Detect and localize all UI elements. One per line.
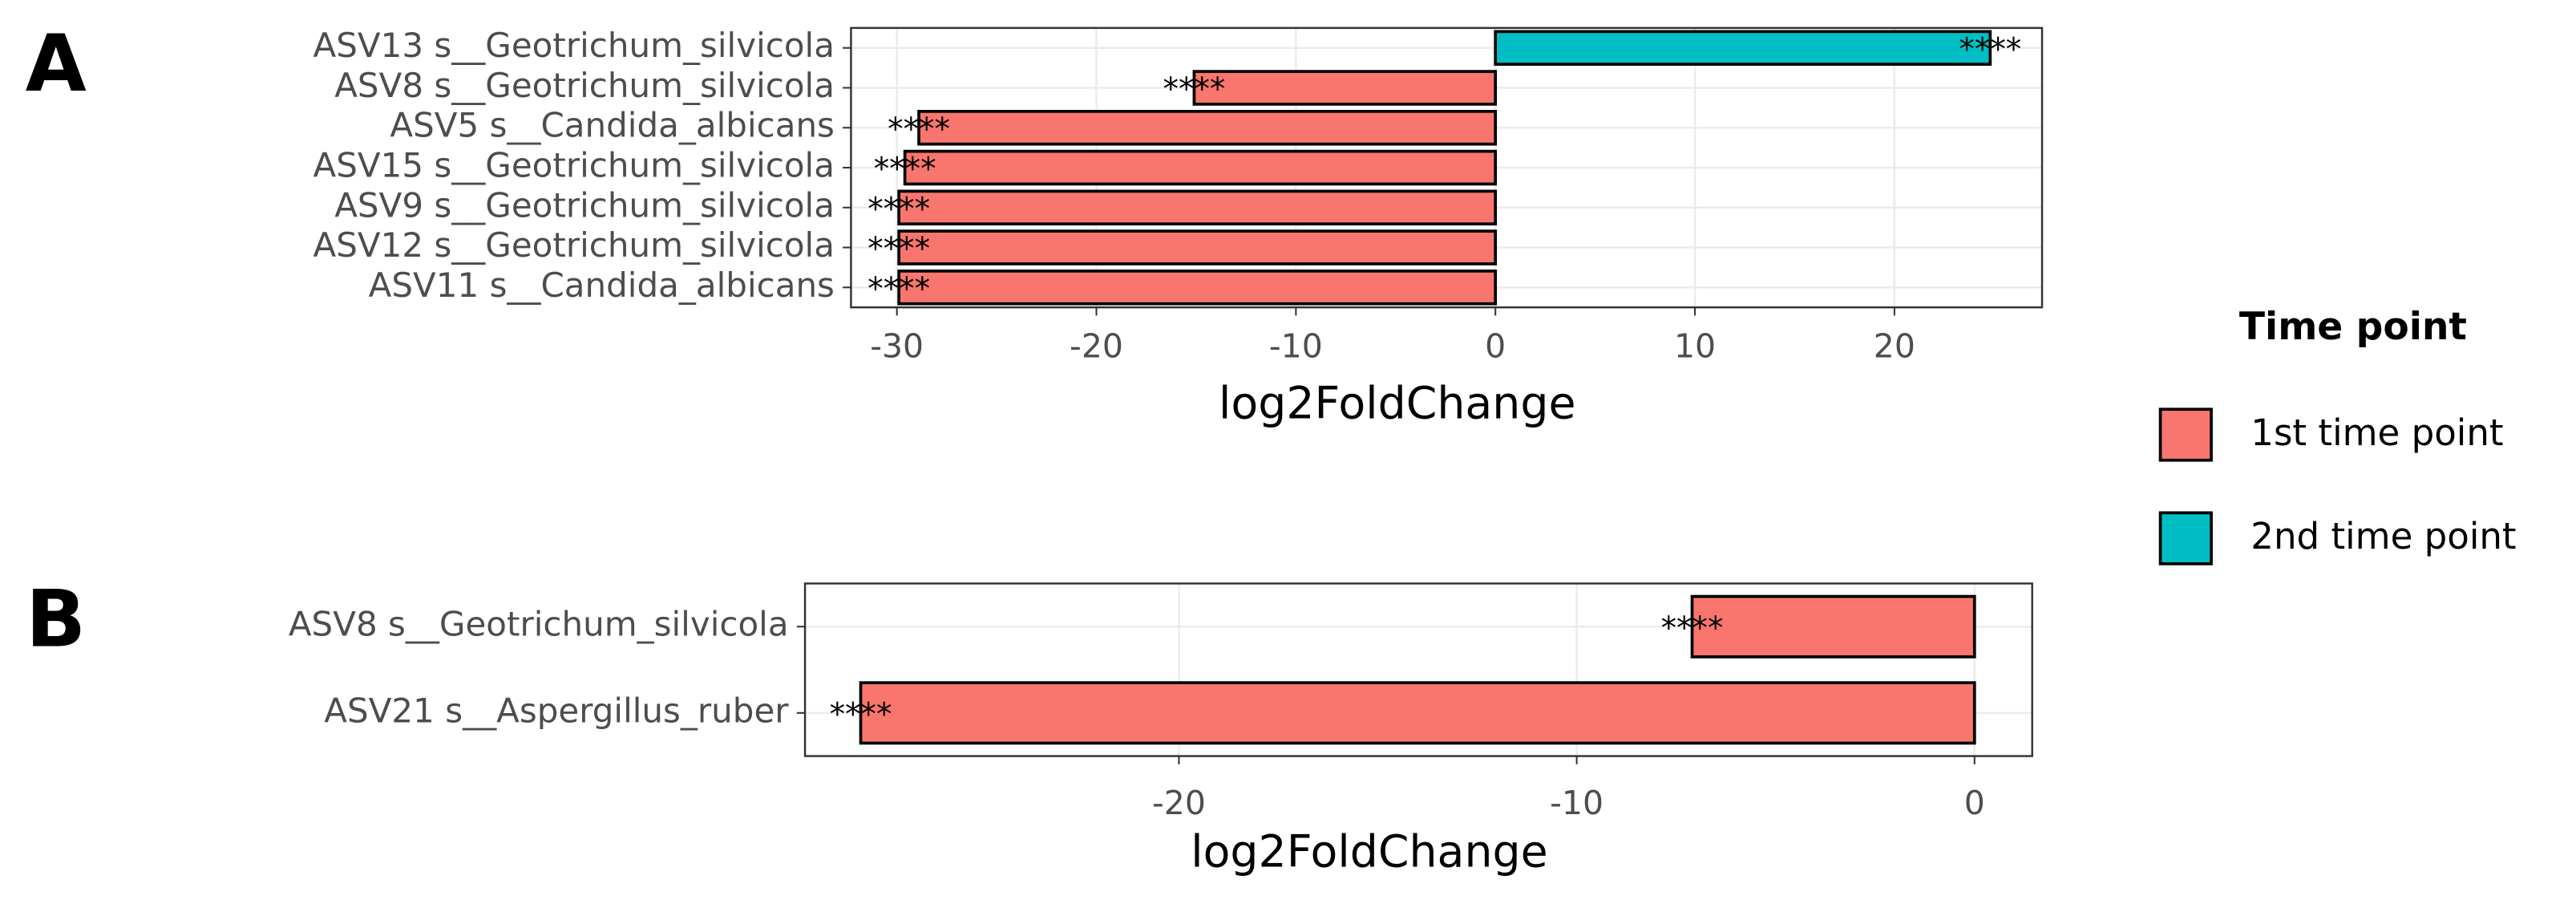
bar [917,109,1498,146]
significance-label: **** [867,271,930,307]
x-tick-label: -20 [1070,326,1123,365]
significance-label: **** [1163,71,1226,107]
x-tick-label: -10 [1550,784,1603,822]
plot-border [803,582,2033,757]
x-tick-label: 0 [1964,784,1985,822]
significance-label: **** [867,191,930,227]
bar [903,149,1498,186]
x-tick-label: -20 [1152,784,1206,822]
y-tick-label: ASV15 s__Geotrichum_silvicola [313,146,834,185]
significance-label: **** [830,696,892,732]
significance-label: **** [874,152,936,188]
y-tick-label: ASV8 s__Geotrichum_silvicola [334,66,835,105]
y-tick-label: ASV8 s__Geotrichum_silvicola [289,605,789,644]
plot-border [850,26,2044,309]
significance-label: **** [888,111,950,148]
legend-title: Time point [2239,305,2467,349]
significance-label: **** [1959,31,2021,67]
legend-swatch [2158,407,2213,462]
x-tick-label: -30 [870,326,924,365]
y-tick-label: ASV21 s__Aspergillus_ruber [324,691,789,730]
bar [1690,594,1976,659]
x-tick-label: -10 [1269,326,1323,365]
x-tick-label: 10 [1674,326,1716,365]
legend-label: 2nd time point [2250,515,2516,557]
bar [1494,30,1992,66]
x-tick-label: 0 [1485,326,1506,365]
significance-label: **** [867,231,930,267]
bar [897,270,1498,306]
y-tick-label: ASV5 s__Candida_albicans [390,106,835,145]
significance-label: **** [1661,610,1724,647]
legend-label: 1st time point [2250,411,2503,454]
bar [897,189,1498,226]
x-tick-label: 20 [1874,326,1915,365]
panel-label: A [26,18,87,110]
y-tick-label: ASV13 s__Geotrichum_silvicola [313,26,834,65]
y-tick-label: ASV11 s__Candida_albicans [369,266,835,305]
bar [897,229,1498,266]
x-axis-title: log2FoldChange [1219,378,1575,429]
y-tick-label: ASV12 s__Geotrichum_silvicola [313,225,834,265]
x-axis-title: log2FoldChange [1191,827,1547,878]
bar [1192,70,1498,106]
bar [859,681,1976,745]
panel-label: B [26,574,86,665]
y-tick-label: ASV9 s__Geotrichum_silvicola [334,185,835,225]
legend-swatch [2158,511,2213,566]
